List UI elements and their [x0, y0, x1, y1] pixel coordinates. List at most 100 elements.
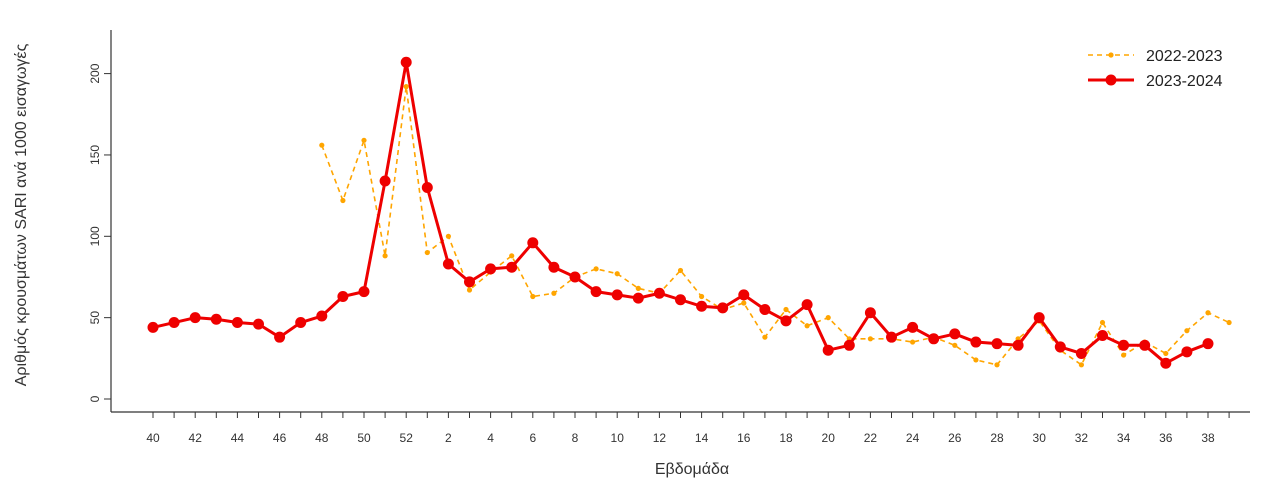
data-point [991, 338, 1003, 350]
x-tick-label: 30 [1033, 431, 1047, 445]
data-point [822, 344, 834, 356]
data-point [466, 287, 473, 293]
data-point [1097, 330, 1108, 342]
data-point [864, 307, 876, 319]
x-tick-label: 44 [231, 431, 245, 445]
x-tick-label: 34 [1117, 431, 1131, 445]
data-point [614, 271, 620, 277]
data-point [867, 336, 874, 342]
data-point [424, 249, 430, 256]
data-point [1075, 347, 1087, 359]
data-point [189, 312, 201, 324]
data-point [949, 328, 961, 340]
data-point [762, 334, 768, 340]
series-2023-2024 [147, 56, 1214, 369]
data-point [804, 323, 810, 329]
x-tick-label: 10 [611, 431, 625, 445]
legend-marker [1108, 52, 1114, 58]
data-point [421, 181, 433, 193]
data-point [1184, 328, 1190, 334]
data-point [379, 175, 391, 187]
data-point [274, 331, 286, 343]
x-tick-label: 16 [737, 431, 751, 445]
data-point [1163, 350, 1169, 357]
data-point [675, 294, 686, 306]
data-point [783, 306, 789, 313]
data-point [1205, 310, 1211, 316]
data-point [928, 333, 940, 345]
data-point [231, 317, 243, 329]
data-point [1160, 357, 1172, 369]
data-point [319, 142, 325, 148]
data-point [168, 317, 180, 329]
x-tick-label: 32 [1075, 431, 1089, 445]
data-point [994, 362, 1000, 368]
x-tick-label: 12 [653, 431, 667, 445]
data-point [1078, 362, 1084, 368]
series-layer [147, 56, 1232, 369]
x-tick-label: 36 [1159, 431, 1173, 445]
x-tick-label: 6 [529, 431, 536, 445]
data-point [1202, 338, 1214, 350]
data-point [910, 339, 916, 345]
data-point [445, 233, 451, 239]
x-tick-label: 2 [445, 431, 452, 445]
data-point [1099, 319, 1106, 326]
data-point [952, 342, 958, 348]
data-point [843, 339, 855, 351]
data-point [1033, 312, 1045, 324]
data-point [780, 315, 792, 327]
x-tick-label: 40 [146, 431, 160, 445]
x-axis-ticks: 40 42 44 46 48 50 52 2 4 6 8 10 12 14 16 18 20 22 24 26 28 30… [146, 412, 1230, 445]
x-tick-label: 14 [695, 431, 709, 445]
x-tick-label: 24 [906, 431, 920, 445]
data-point [1054, 341, 1066, 353]
data-point [147, 321, 159, 333]
data-point [717, 302, 729, 314]
series-line [152, 60, 1209, 365]
data-point [340, 197, 346, 204]
data-point [886, 331, 897, 343]
x-tick-label: 48 [315, 431, 329, 445]
x-tick-label: 46 [273, 431, 287, 445]
x-tick-label: 8 [572, 431, 579, 445]
data-point [361, 137, 367, 143]
data-point [530, 293, 536, 300]
y-tick-label: 0 [88, 395, 102, 402]
data-point [548, 261, 560, 273]
data-point [590, 286, 602, 298]
x-tick-label: 18 [779, 431, 793, 445]
data-point [527, 237, 539, 249]
data-point [210, 313, 222, 325]
data-point [738, 289, 750, 301]
x-tick-label: 26 [948, 431, 962, 445]
y-axis-title: Αριθμός κρουσμάτων SARI ανά 1000 εισαγωγ… [13, 43, 30, 386]
y-tick-label: 150 [88, 145, 102, 165]
data-point [907, 321, 919, 333]
data-point [337, 290, 349, 302]
data-point [506, 261, 518, 273]
data-point [442, 258, 454, 270]
data-point [1139, 339, 1151, 351]
y-tick-label: 200 [88, 63, 102, 83]
legend: 2022-2023 2023-2024 [1088, 48, 1223, 90]
x-tick-label: 20 [822, 431, 836, 445]
data-point [632, 292, 644, 304]
y-tick-label: 50 [88, 311, 102, 325]
x-tick-label: 22 [864, 431, 878, 445]
data-point [403, 84, 409, 90]
series-line [321, 85, 1230, 366]
x-tick-label: 52 [400, 431, 414, 445]
data-point [485, 263, 497, 275]
data-point [635, 285, 641, 291]
data-point [593, 266, 599, 272]
data-point [316, 310, 328, 322]
data-point [759, 304, 771, 316]
data-point [696, 300, 708, 312]
series-2022-2023 [319, 84, 1232, 368]
data-point [358, 286, 370, 298]
data-point [825, 315, 831, 321]
data-point [677, 267, 684, 274]
x-axis-title: Εβδομάδα [655, 461, 729, 478]
